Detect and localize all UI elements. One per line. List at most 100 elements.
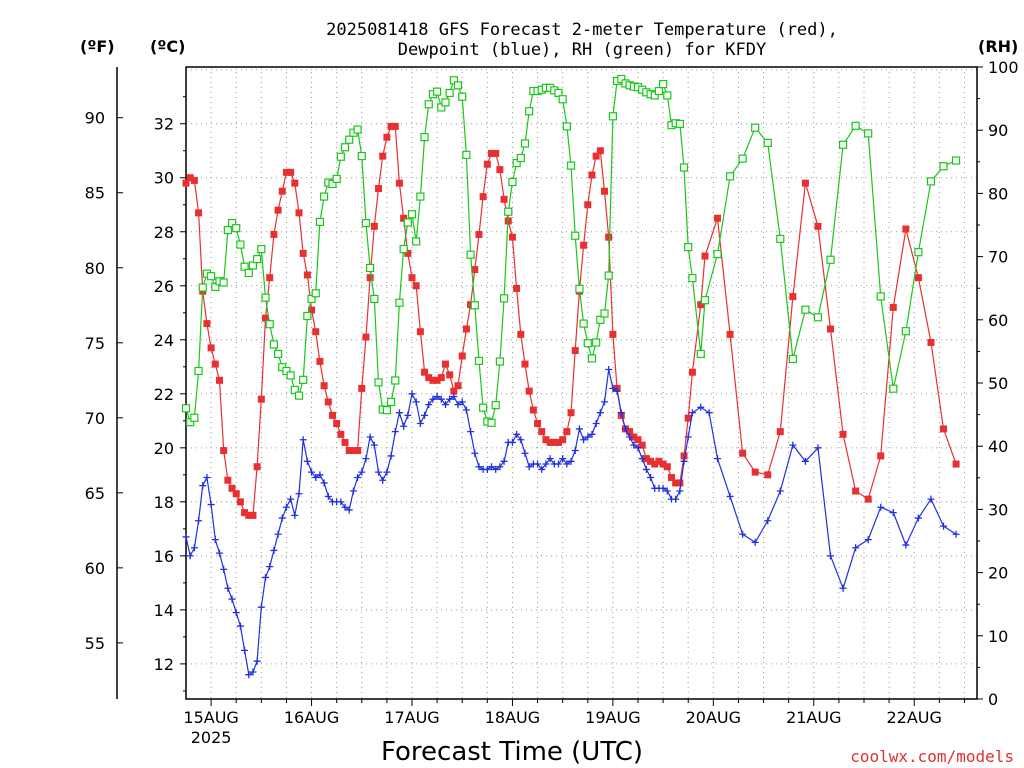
x-tick-label: 18AUG [485,708,540,727]
dewpoint-point [421,411,429,419]
dewpoint-point [827,552,835,560]
rh-point [470,301,479,310]
temperature-point [236,498,244,506]
rh-point [864,129,873,138]
temperature-point [889,303,897,311]
dewpoint-point [588,430,596,438]
rh-point [813,313,823,322]
dewpoint-point [546,455,554,463]
temperature-point [538,428,546,436]
dewpoint-point [182,533,190,541]
rh-point [571,231,580,240]
dewpoint-point [642,465,650,473]
rh-point [650,91,659,100]
dewpoint-point [195,517,203,525]
temperature-point [914,274,922,282]
temperature-point [940,425,948,433]
dewpoint-point [450,393,458,401]
dewpoint-point [295,490,303,498]
temperature-point [839,430,847,438]
rh-point [345,135,354,144]
x-tick-label: 16AUG [284,708,339,727]
temperature-point [245,511,253,519]
dewpoint-point [659,484,667,492]
dewpoint-point [571,447,579,455]
rh-point [286,371,295,380]
rh-point [587,354,597,363]
temperature-point [207,344,215,352]
dewpoint-point [852,544,860,552]
rh-point [399,244,408,254]
rh-point [851,121,860,130]
temperature-point [517,330,525,338]
temperature-point [400,214,408,222]
rh-point [713,249,722,259]
temperature-point [642,455,650,463]
rh-point [441,98,450,107]
temperature-point [801,179,809,187]
rh-tick-label: 30 [988,500,1008,519]
temperature-point [630,433,638,441]
temperature-point [672,479,680,487]
temperature-point [375,185,383,193]
rh-point [453,81,463,90]
temperature-point [513,284,521,292]
dewpoint-point [211,536,219,544]
dewpoint-point [241,646,249,654]
rh-point [558,95,567,104]
fahrenheit-tick-label: 75 [85,334,105,353]
dewpoint-point [404,411,412,419]
rh-point [261,293,270,302]
rh-point [562,122,571,131]
temperature-point [542,436,550,444]
rh-point [303,311,312,321]
dewpoint-point [630,441,638,449]
dewpoint-point [647,474,655,482]
dewpoint-point [496,463,504,471]
rh-point [328,179,337,189]
celsius-tick-label: 16 [154,547,174,566]
dewpoint-point [492,465,500,473]
rh-point [186,418,195,427]
temperature-point [241,509,249,517]
dewpoint-point [274,530,282,538]
rh-point [495,357,504,366]
temperature-point [404,249,412,257]
rh-point [583,339,592,348]
dewpoint-point [383,468,391,476]
dewpoint-point [232,609,240,617]
rh-point [236,240,245,249]
temperature-point [345,447,353,455]
rh-tick-label: 20 [988,564,1008,583]
dewpoint-point [676,487,684,495]
temperature-point [333,420,341,428]
temperature-point [571,347,579,355]
rh-point [491,401,500,410]
rh-point [659,79,668,89]
dewpoint-point [375,468,383,476]
temperature-point [580,241,588,249]
dewpoint-point [672,495,680,503]
rh-point [696,349,705,359]
dewpoint-point [253,657,261,665]
temperature-point [680,452,688,460]
temperature-point [408,274,416,282]
dewpoint-point [266,563,274,571]
rh-point [901,327,910,336]
temperature-point [789,293,797,301]
temperature-point [764,471,772,479]
temperature-point [554,438,562,446]
temperature-point [483,160,491,168]
rh-tick-label: 80 [988,184,1008,203]
rh-point [826,255,835,264]
temperature-point [278,187,286,195]
rh-point [654,86,664,96]
dewpoint-point [663,487,671,495]
dewpoint-point [203,474,211,482]
dewpoint-point [626,433,634,441]
fahrenheit-tick-label: 85 [85,184,105,203]
dewpoint-point [186,552,194,560]
rh-point [403,218,412,227]
x-tick-label: 17AUG [384,708,439,727]
dewpoint-point [521,449,529,457]
